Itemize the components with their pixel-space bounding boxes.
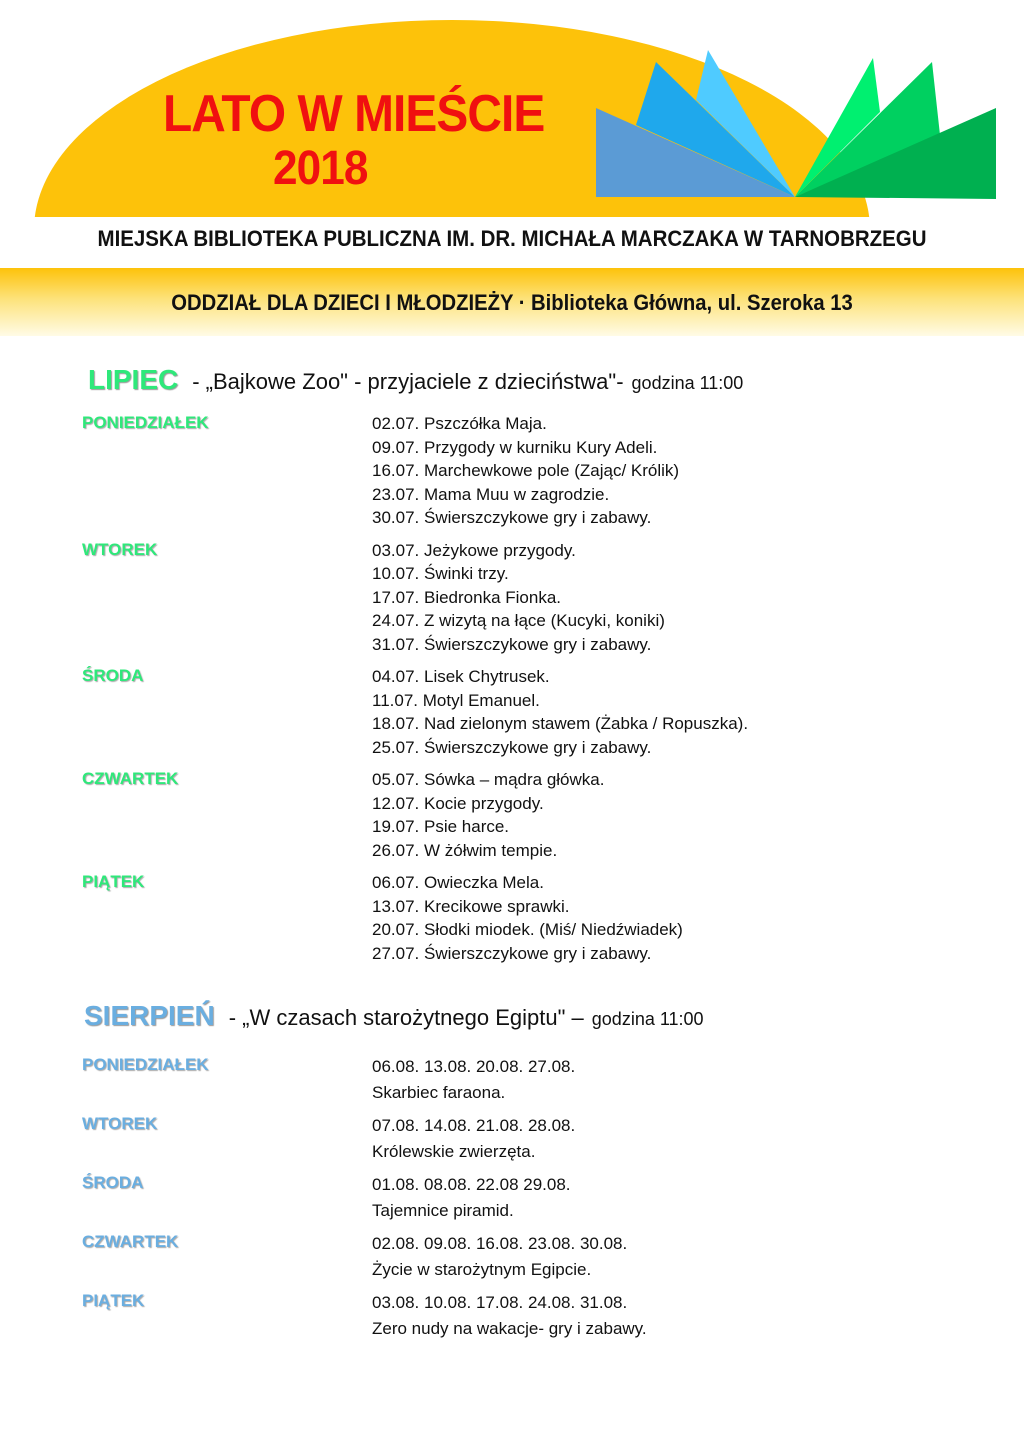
day-entries: 03.07. Jeżykowe przygody. 10.07. Świnki t… xyxy=(372,539,665,657)
day-entries: 01.08. 08.08. 22.08 29.08. Tajemnice pira… xyxy=(372,1172,571,1224)
day-entries: 04.07. Lisek Chytrusek. 11.07. Motyl Eman… xyxy=(372,665,748,759)
schedule-entry: Tajemnice piramid. xyxy=(372,1201,514,1220)
day-name: PONIEDZIAŁEK xyxy=(82,413,209,432)
day-block: CZWARTEK 05.07. Sówka – mądra główka. 12.0… xyxy=(82,768,982,862)
schedule-entry: 16.07. Marchewkowe pole (Zając/ Królik) xyxy=(372,461,680,480)
day-entries: 05.07. Sówka – mądra główka. 12.07. Kocie… xyxy=(372,768,604,862)
day-block: ŚRODA 01.08. 08.08. 22.08 29.08. Tajemnice… xyxy=(82,1172,982,1224)
day-entries: 06.07. Owieczka Mela. 13.07. Krecikowe sp… xyxy=(372,871,683,965)
day-name: CZWARTEK xyxy=(82,1232,179,1251)
schedule-entry: 01.08. 08.08. 22.08 29.08. xyxy=(372,1175,571,1194)
month-name: SIERPIEŃ xyxy=(84,1000,215,1031)
day-block: PIĄTEK 03.08. 10.08. 17.08. 24.08. 31.08.… xyxy=(82,1290,982,1342)
day-block: PIĄTEK 06.07. Owieczka Mela. 13.07. Krecik… xyxy=(82,871,982,965)
blue-triangle xyxy=(636,62,795,197)
schedule-entry: Życie w starożytnym Egipcie. xyxy=(372,1260,592,1279)
schedule-entry: 30.07. Świerszczykowe gry i zabawy. xyxy=(372,508,652,527)
day-name: ŚRODA xyxy=(82,666,144,685)
schedule-entry: 26.07. W żółwim tempie. xyxy=(372,840,558,860)
month-name: LIPIEC xyxy=(88,364,179,395)
schedule-entry: 23.07. Mama Muu w zagrodzie. xyxy=(372,484,610,504)
green-triangle xyxy=(795,58,880,197)
schedule-entry: Zero nudy na wakacje- gry i zabawy. xyxy=(372,1319,647,1338)
day-name: WTOREK xyxy=(82,1114,158,1133)
day-name: PIĄTEK xyxy=(82,1291,145,1310)
day-block: PONIEDZIAŁEK 02.07. Pszczółka Maja. 09.07.… xyxy=(82,412,982,530)
schedule-entry: 07.08. 14.08. 21.08. 28.08. xyxy=(372,1116,576,1135)
schedule-entry: 03.08. 10.08. 17.08. 24.08. 31.08. xyxy=(372,1293,628,1312)
day-block: PONIEDZIAŁEK 06.08. 13.08. 20.08. 27.08. S… xyxy=(82,1054,982,1106)
month-theme: - „Bajkowe Zoo" - przyjaciele z dziecińs… xyxy=(192,369,624,394)
month-theme: - „W czasach starożytnego Egiptu" – xyxy=(228,1005,584,1030)
schedule-entry: 19.07. Psie harce. xyxy=(372,817,510,836)
day-block: CZWARTEK 02.08. 09.08. 16.08. 23.08. 30.0… xyxy=(82,1231,982,1283)
schedule-entry: 31.07. Świerszczykowe gry i zabawy. xyxy=(372,634,652,654)
schedule-entry: 06.08. 13.08. 20.08. 27.08. xyxy=(372,1057,576,1076)
day-name: PIĄTEK xyxy=(82,872,145,891)
library-name: MIEJSKA BIBLIOTEKA PUBLICZNA IM. DR. MIC… xyxy=(97,226,927,251)
month-hour: godzina 11:00 xyxy=(631,373,744,393)
schedule-entry: 18.07. Nad zielonym stawem (Żabka / Ropu… xyxy=(372,714,749,733)
green-triangle xyxy=(795,62,940,197)
day-entries: 06.08. 13.08. 20.08. 27.08. Skarbiec fara… xyxy=(372,1054,575,1106)
august-heading: SIERPIEŃ - „W czasach starożytnego Egiptu… xyxy=(84,1000,704,1032)
schedule-entry: Królewskie zwierzęta. xyxy=(372,1142,536,1161)
day-name: ŚRODA xyxy=(82,1173,144,1192)
schedule-entry: 24.07. Z wizytą na łące (Kucyki, koniki) xyxy=(372,611,665,630)
day-name: PONIEDZIAŁEK xyxy=(82,1055,209,1074)
july-heading: LIPIEC - „Bajkowe Zoo" - przyjaciele z dz… xyxy=(88,364,743,396)
schedule-entry: 12.07. Kocie przygody. xyxy=(372,793,544,813)
header-graphic xyxy=(34,20,996,217)
schedule-entry: 11.07. Motyl Emanuel. xyxy=(372,690,540,710)
schedule-entry: 13.07. Krecikowe sprawki. xyxy=(372,896,570,916)
department-band: ODDZIAŁ DLA DZIECI I MŁODZIEŻY · Bibliot… xyxy=(0,268,1024,336)
day-entries: 02.08. 09.08. 16.08. 23.08. 30.08. Życie … xyxy=(372,1231,627,1283)
schedule-entry: 02.07. Pszczółka Maja. xyxy=(372,414,547,433)
day-entries: 02.07. Pszczółka Maja. 09.07. Przygody w … xyxy=(372,412,679,530)
day-entries: 03.08. 10.08. 17.08. 24.08. 31.08. Zero n… xyxy=(372,1290,647,1342)
schedule-entry: 02.08. 09.08. 16.08. 23.08. 30.08. xyxy=(372,1234,628,1253)
day-entries: 07.08. 14.08. 21.08. 28.08. Królewskie zw… xyxy=(372,1113,575,1165)
schedule-entry: 09.07. Przygody w kurniku Kury Adeli. xyxy=(372,437,658,457)
schedule-entry: 05.07. Sówka – mądra główka. xyxy=(372,770,605,789)
schedule-entry: Skarbiec faraona. xyxy=(372,1083,506,1102)
schedule-entry: 03.07. Jeżykowe przygody. xyxy=(372,540,576,560)
schedule-entry: 27.07. Świerszczykowe gry i zabawy. xyxy=(372,943,652,963)
month-hour: godzina 11:00 xyxy=(591,1009,704,1029)
august-schedule: PONIEDZIAŁEK 06.08. 13.08. 20.08. 27.08. S… xyxy=(82,1054,982,1349)
blue-triangle xyxy=(696,50,795,197)
schedule-entry: 04.07. Lisek Chytrusek. xyxy=(372,667,550,686)
blue-triangle xyxy=(596,108,795,197)
day-name: WTOREK xyxy=(82,539,158,559)
schedule-entry: 20.07. Słodki miodek. (Miś/ Niedźwiadek) xyxy=(372,920,683,939)
day-block: WTOREK 03.07. Jeżykowe przygody. 10.07. Św… xyxy=(82,539,982,657)
day-block: WTOREK 07.08. 14.08. 21.08. 28.08. Królews… xyxy=(82,1113,982,1165)
schedule-entry: 06.07. Owieczka Mela. xyxy=(372,873,544,892)
department-name: ODDZIAŁ DLA DZIECI I MŁODZIEŻY · Bibliot… xyxy=(171,290,853,315)
day-block: ŚRODA 04.07. Lisek Chytrusek. 11.07. Motyl… xyxy=(82,665,982,759)
day-name: CZWARTEK xyxy=(82,769,179,788)
poster-title: LATO W MIEŚCIE xyxy=(163,85,545,143)
schedule-entry: 17.07. Biedronka Fionka. xyxy=(372,587,562,607)
poster-year: 2018 xyxy=(273,142,368,195)
schedule-entry: 10.07. Świnki trzy. xyxy=(372,564,509,583)
green-triangle xyxy=(795,108,996,199)
july-schedule: PONIEDZIAŁEK 02.07. Pszczółka Maja. 09.07.… xyxy=(82,412,982,974)
schedule-entry: 25.07. Świerszczykowe gry i zabawy. xyxy=(372,737,652,757)
